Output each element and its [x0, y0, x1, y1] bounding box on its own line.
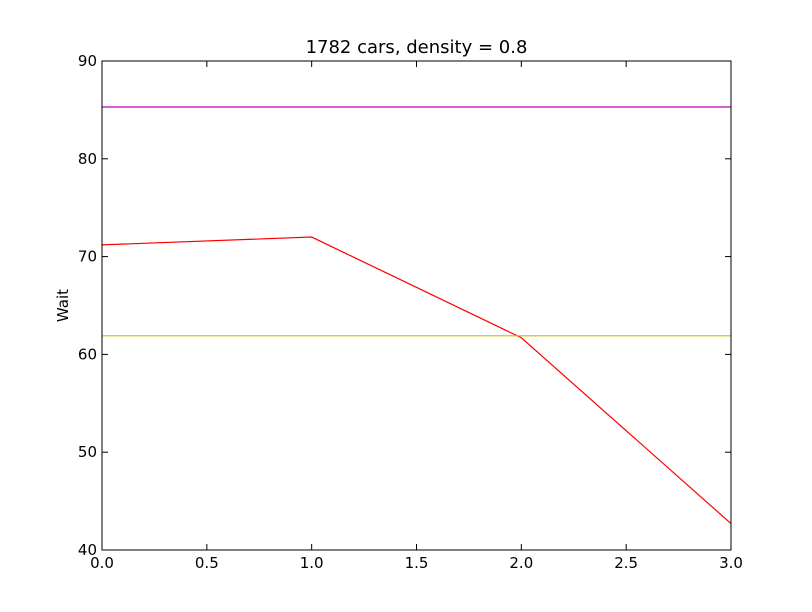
- x-tick-label: 1.5: [405, 554, 429, 572]
- y-tick-label: 80: [78, 150, 97, 168]
- series-layer: [101, 106, 732, 525]
- y-axis-ticks: 40 50 60 70 80 90: [78, 52, 731, 559]
- x-tick-label: 0.0: [90, 554, 114, 572]
- series-line-1: [101, 236, 732, 525]
- x-tick-label: 2.5: [614, 554, 638, 572]
- x-tick-label: 0.5: [195, 554, 219, 572]
- x-tick-label: 3.0: [719, 554, 743, 572]
- y-tick-label: 50: [78, 443, 97, 461]
- x-axis-ticks: 0.0 0.5 1.0 1.5 2.0 2.5 3.0: [90, 61, 743, 572]
- x-tick-label: 1.0: [300, 554, 324, 572]
- y-tick-label: 40: [78, 541, 97, 559]
- y-tick-label: 70: [78, 248, 97, 266]
- chart-title: 1782 cars, density = 0.8: [306, 37, 528, 58]
- y-tick-label: 90: [78, 52, 97, 70]
- y-tick-label: 60: [78, 345, 97, 363]
- plot-area: [102, 61, 731, 550]
- x-tick-label: 2.0: [509, 554, 533, 572]
- y-axis-label: Wait: [54, 289, 72, 322]
